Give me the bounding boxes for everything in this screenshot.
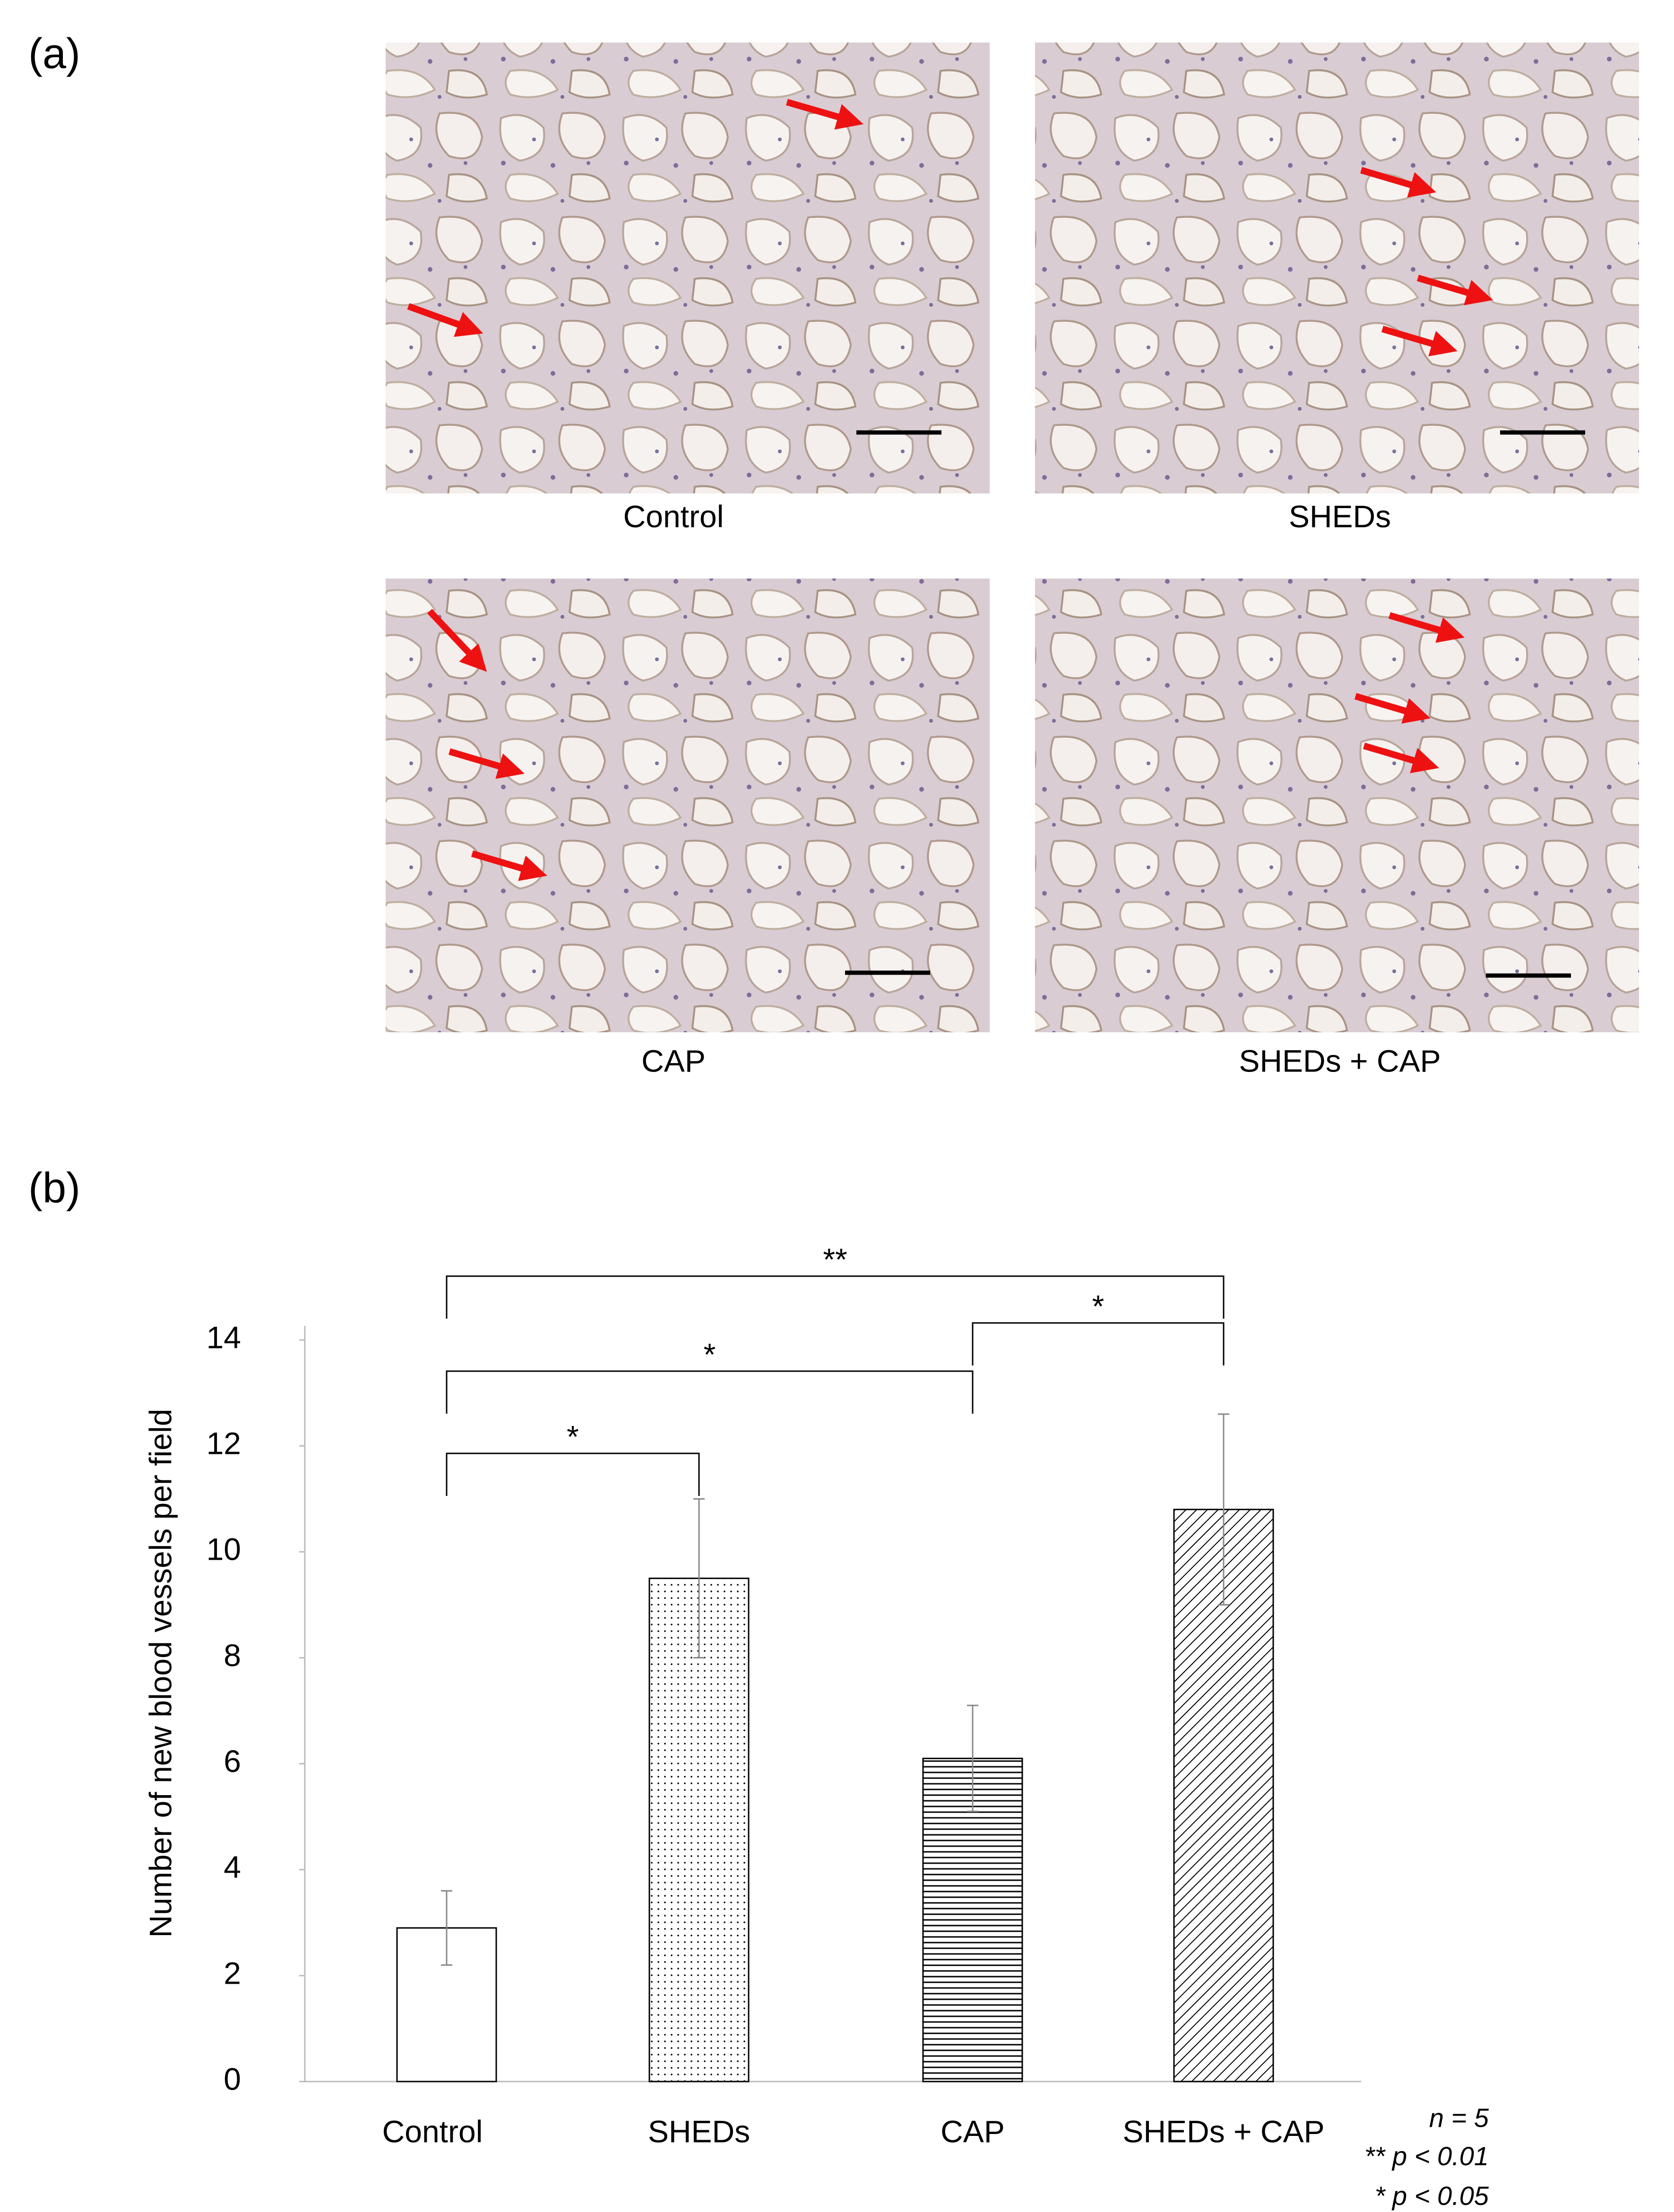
error-bar [441,1890,452,1966]
significance-bracket [446,1370,974,1414]
micrograph-label: SHEDs + CAP [1239,1043,1441,1078]
y-tick-label: 14 [207,1320,241,1355]
micrograph [386,43,990,493]
arrows [407,99,1493,881]
micrograph [1035,43,1639,493]
y-tick-label: 10 [207,1532,241,1567]
y-tick-label: 12 [207,1426,241,1461]
y-tick-label: 6 [224,1744,241,1779]
x-tick-label: CAP [941,2114,1005,2149]
bar [648,1577,750,2082]
y-tick-label: 2 [224,1955,241,1990]
error-bar [1218,1413,1229,1606]
note: n = 5 [1429,2103,1489,2133]
x-tick-label: SHEDs [648,2114,750,2149]
significance-label: * [1092,1288,1104,1323]
y-tick-label: 0 [224,2061,241,2096]
panel-label: (a) [28,30,80,78]
note: ** p < 0.01 [1364,2141,1489,2171]
y-axis-label: Number of new blood vessels per field [143,1409,178,1938]
significance-bracket [446,1452,700,1496]
micrograph-label: Control [623,499,724,534]
x-tick-label: Control [382,2114,483,2149]
x-tick-label: SHEDs + CAP [1122,2114,1324,2149]
error-bar [693,1498,705,1659]
note: * p < 0.05 [1375,2181,1489,2211]
micrograph [386,579,990,1032]
y-tick-label: 8 [224,1638,241,1673]
significance-label: ** [823,1242,847,1277]
bar [922,1757,1023,2082]
significance-label: * [567,1419,579,1454]
significance-label: * [704,1337,716,1372]
panel-label: (b) [28,1165,80,1212]
micrograph [1035,579,1639,1032]
micrographs: Control SHEDs CAP SHEDs + CAP [386,43,1639,1078]
y-tick-label: 4 [224,1849,241,1884]
significance-bracket [446,1275,1225,1319]
scale-bars [845,430,1585,978]
error-bar [967,1704,978,1812]
micrograph-label: CAP [641,1043,706,1078]
micrograph-label: SHEDs [1289,499,1391,534]
significance-bracket [972,1322,1225,1365]
